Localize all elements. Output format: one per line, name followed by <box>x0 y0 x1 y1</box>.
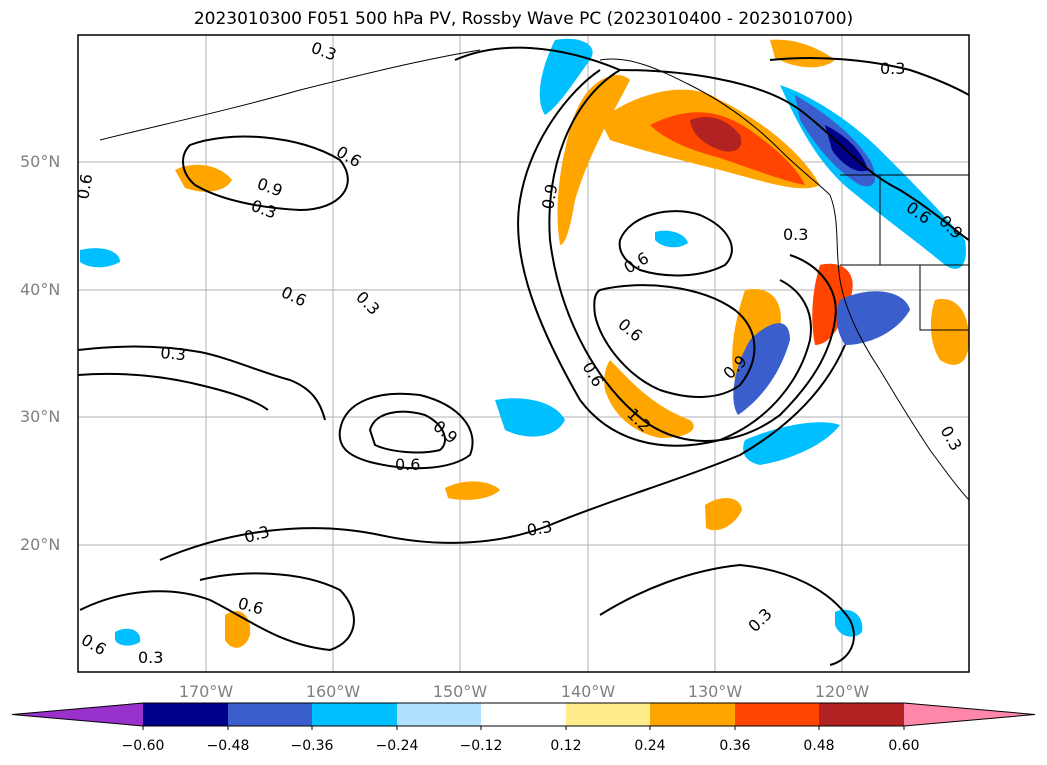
colorbar-tick: −0.24 <box>375 738 419 754</box>
colorbar-extend-high <box>904 703 1035 726</box>
peak-anomaly-alaska <box>690 116 742 152</box>
contour-loop <box>593 284 756 398</box>
colorbar-segment <box>819 703 904 726</box>
colorbar-tick: 0.24 <box>634 738 666 754</box>
contour-label: 0.3 <box>242 522 272 547</box>
colorbar-segment <box>735 703 819 726</box>
contour-label: 0.3 <box>937 423 966 455</box>
colorbar-tick: 0.12 <box>550 738 582 754</box>
lon-label-150w: 150°W <box>432 682 488 701</box>
contour-south-loop <box>159 344 846 561</box>
contour-arc-outer <box>548 69 837 442</box>
negative-anomaly-south <box>743 422 840 465</box>
colorbar-segment <box>566 703 650 726</box>
colorbar <box>11 702 1036 730</box>
pv-contours <box>78 46 969 666</box>
contour-label: 0.6 <box>333 142 365 171</box>
lat-label-50n: 50°N <box>20 152 61 171</box>
lat-label-30n: 30°N <box>20 407 61 426</box>
colorbar-segment <box>481 703 566 726</box>
negative-anomaly-california <box>836 291 910 345</box>
contour-label: 0.3 <box>352 287 383 318</box>
colorbar-segment <box>650 703 735 726</box>
positive-anomaly-small2 <box>445 481 500 500</box>
negative-anomaly-sw <box>115 628 141 646</box>
positive-anomaly-small5 <box>770 39 835 68</box>
contour-inner-mid <box>368 410 446 454</box>
map-title: 2023010300 F051 500 hPa PV, Rossby Wave … <box>193 9 854 29</box>
contour-inner-arc <box>517 69 812 447</box>
contour-label: 0.6 <box>579 359 608 391</box>
contour-label: 0.6 <box>73 172 96 200</box>
contour-west-cell <box>182 135 349 212</box>
lon-label-120w: 120°W <box>814 682 870 701</box>
colorbar-tick: −0.12 <box>459 738 503 754</box>
contour-west-line2 <box>78 372 269 411</box>
lat-label-20n: 20°N <box>20 535 61 554</box>
colorbar-tick: 0.60 <box>888 738 920 754</box>
contour-label: 0.3 <box>249 196 279 223</box>
colorbar-tick: 0.48 <box>803 738 835 754</box>
colorbar-segment <box>228 703 312 726</box>
contour-label: 0.3 <box>880 59 905 78</box>
negative-anomaly-trough <box>733 323 790 415</box>
contour-south-east <box>599 563 855 666</box>
negative-anomaly-nw <box>539 38 593 115</box>
colorbar-segment <box>143 703 228 726</box>
positive-anomaly-arc <box>557 75 630 245</box>
positive-anomaly-small4 <box>705 498 742 531</box>
colorbar-tick: −0.48 <box>206 738 250 754</box>
contour-mid-cell <box>338 392 474 470</box>
colorbar-extend-low <box>12 703 143 726</box>
colorbar-tick: 0.36 <box>719 738 751 754</box>
contour-label: 0.3 <box>525 517 553 540</box>
pv-anomaly-shading <box>80 38 969 648</box>
contour-label: 0.3 <box>138 648 163 667</box>
contour-label: 0.9 <box>538 182 561 210</box>
contour-label: 0.6 <box>278 282 309 310</box>
contour-label: 0.3 <box>744 604 775 635</box>
alaska-coast <box>599 58 831 196</box>
positive-anomaly-small1 <box>175 164 232 192</box>
contour-southwest <box>79 572 355 652</box>
contour-label: 0.6 <box>395 455 420 474</box>
negative-anomaly-mid <box>495 398 565 437</box>
contour-label: 0.3 <box>309 38 339 65</box>
contour-west-line <box>78 345 326 421</box>
contour-label: 0.3 <box>783 225 808 244</box>
lat-label-40n: 40°N <box>20 280 61 299</box>
negative-anomaly-se <box>835 609 863 637</box>
contour-north-cell <box>618 210 733 277</box>
coastlines <box>99 49 969 501</box>
colorbar-segment <box>312 703 397 726</box>
contour-label: 0.6 <box>78 630 110 659</box>
lon-label-170w: 170°W <box>178 682 234 701</box>
lon-label-140w: 140°W <box>560 682 616 701</box>
contour-label: 0.6 <box>614 315 646 346</box>
state-border-3 <box>919 265 969 331</box>
positive-anomaly-small3 <box>225 611 251 648</box>
positive-anomaly-east <box>930 299 969 365</box>
lon-label-160w: 160°W <box>305 682 361 701</box>
north-america-coast <box>829 194 969 501</box>
contour-upper-right <box>769 57 969 96</box>
lon-label-130w: 130°W <box>687 682 743 701</box>
colorbar-tick: −0.60 <box>121 738 165 754</box>
aleutian-chain <box>99 49 481 141</box>
contour-main-trough <box>454 46 969 241</box>
positive-anomaly-coast2 <box>812 263 853 345</box>
negative-anomaly-west <box>80 248 120 268</box>
positive-anomaly-trough <box>604 360 694 438</box>
colorbar-tick: −0.36 <box>290 738 334 754</box>
contour-label: 0.3 <box>160 343 187 364</box>
negative-anomaly-nw2 <box>655 230 688 248</box>
map-frame <box>77 34 970 673</box>
colorbar-segment <box>397 703 481 726</box>
